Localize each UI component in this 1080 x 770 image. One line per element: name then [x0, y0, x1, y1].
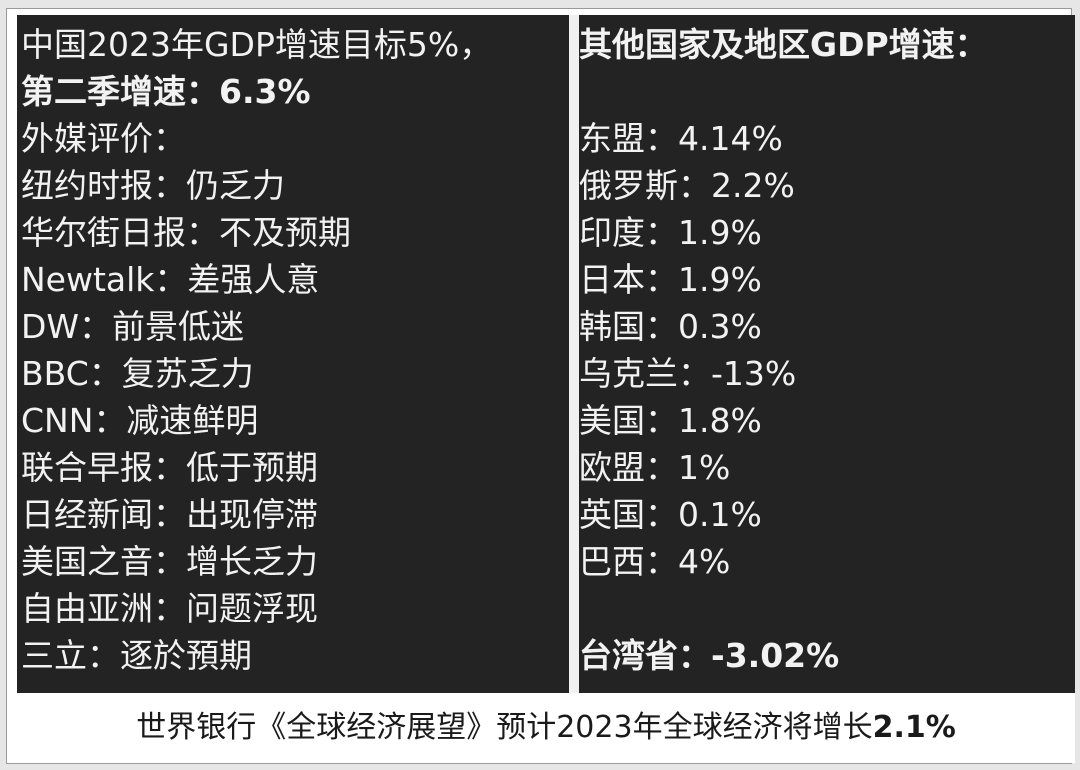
country-item: 韩国：0.3%	[579, 307, 762, 346]
country-item: 东盟：4.14%	[579, 119, 783, 158]
spacer	[579, 68, 1069, 115]
country-item: 乌克兰：-13%	[579, 354, 797, 393]
spacer	[579, 585, 1069, 632]
review-item: 日经新闻：出现停滞	[21, 495, 318, 534]
footer-value: 2.1%	[872, 710, 956, 745]
country-item: 美国：1.8%	[579, 401, 762, 440]
review-item: 自由亚洲：问题浮现	[21, 589, 318, 628]
country-item: 英国：0.1%	[579, 495, 762, 534]
country-item: 巴西：4%	[579, 542, 731, 581]
china-target-line: 中国2023年GDP增速目标5%，	[21, 25, 493, 64]
taiwan-highlight: 台湾省：-3.02%	[579, 636, 840, 675]
country-item: 日本：1.9%	[579, 260, 762, 299]
media-review-heading: 外媒评价：	[21, 119, 186, 158]
dark-board: 中国2023年GDP增速目标5%， 第二季增速：6.3% 外媒评价： 纽约时报：…	[17, 15, 1075, 693]
review-item: 三立：逐於預期	[21, 636, 252, 675]
review-item: 联合早报：低于预期	[21, 448, 318, 487]
review-item: Newtalk：差强人意	[21, 260, 320, 299]
review-item: CNN：减速鲜明	[21, 401, 259, 440]
country-item: 欧盟：1%	[579, 448, 731, 487]
china-q2-line: 第二季增速：6.3%	[21, 72, 311, 111]
column-divider	[569, 15, 579, 693]
review-item: DW：前景低迷	[21, 307, 245, 346]
review-item: BBC：复苏乏力	[21, 354, 254, 393]
review-item: 美国之音：增长乏力	[21, 542, 318, 581]
footer-text: 世界银行《全球经济展望》预计2023年全球经济将增长	[136, 710, 873, 745]
review-item: 纽约时报：仍乏力	[21, 166, 285, 205]
country-item: 印度：1.9%	[579, 213, 762, 252]
country-item: 俄罗斯：2.2%	[579, 166, 795, 205]
image-frame: 中国2023年GDP增速目标5%， 第二季增速：6.3% 外媒评价： 纽约时报：…	[6, 8, 1075, 764]
other-countries-heading: 其他国家及地区GDP增速：	[579, 25, 988, 64]
left-column: 中国2023年GDP增速目标5%， 第二季增速：6.3% 外媒评价： 纽约时报：…	[21, 21, 557, 679]
footer-caption: 世界银行《全球经济展望》预计2023年全球经济将增长2.1%	[17, 693, 1075, 763]
review-item: 华尔街日报：不及预期	[21, 213, 351, 252]
right-column: 其他国家及地区GDP增速： 东盟：4.14% 俄罗斯：2.2% 印度：1.9% …	[579, 21, 1069, 679]
